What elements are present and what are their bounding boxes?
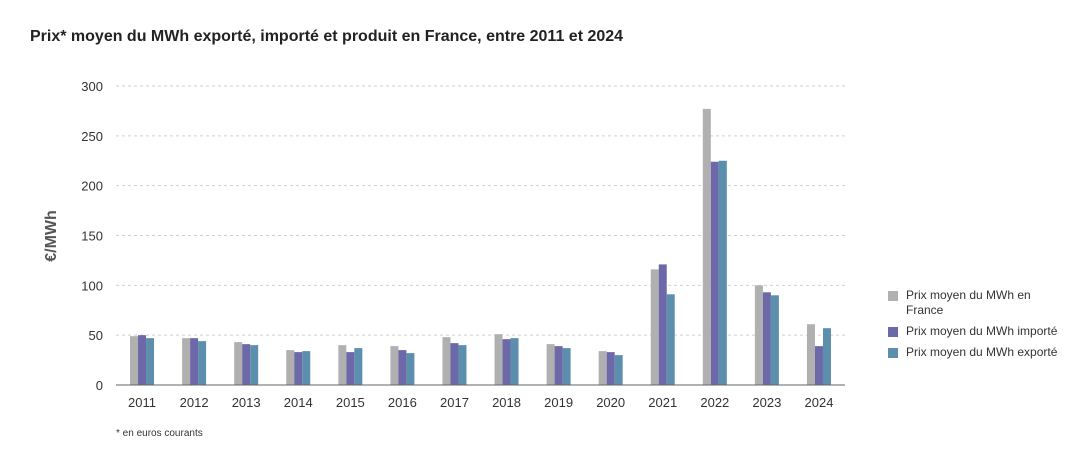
bar [302, 351, 311, 385]
bar [450, 343, 459, 385]
x-tick-label: 2014 [284, 395, 313, 410]
bar [250, 345, 259, 385]
bar [458, 345, 467, 385]
bar [398, 350, 407, 385]
x-tick-label: 2012 [180, 395, 209, 410]
bar [510, 338, 519, 385]
legend-label: Prix moyen du MWh en France [906, 288, 1031, 317]
y-axis-label: €/MWh [43, 210, 60, 262]
legend-item: Prix moyen du MWh exporté [888, 345, 1068, 360]
legend: Prix moyen du MWh en France Prix moyen du… [888, 288, 1068, 366]
bar [242, 344, 251, 385]
bar [806, 324, 815, 385]
bar [442, 337, 451, 385]
x-tick-label: 2015 [336, 395, 365, 410]
tick-labels: 0 50 100 150 200 250 300 2011 2012 2013 2014 2015 20… [81, 79, 833, 410]
x-tick-label: 2020 [596, 395, 625, 410]
x-tick-label: 2017 [440, 395, 469, 410]
y-tick-label: 300 [81, 79, 103, 94]
x-tick-label: 2016 [388, 395, 417, 410]
bar [546, 344, 555, 385]
y-tick-label: 0 [96, 378, 103, 393]
y-tick-label: 100 [81, 278, 103, 293]
bar [814, 346, 823, 385]
bar [710, 161, 719, 385]
bar [658, 264, 667, 385]
bar [650, 269, 659, 385]
bar [702, 108, 711, 385]
x-tick-label: 2021 [648, 395, 677, 410]
bar [494, 334, 503, 385]
x-tick-label: 2019 [544, 395, 573, 410]
legend-label: Prix moyen du MWh exporté [906, 345, 1058, 359]
y-tick-label: 150 [81, 229, 103, 244]
legend-swatch [888, 327, 898, 337]
bar [354, 348, 363, 385]
y-tick-label: 200 [81, 179, 103, 194]
grid-lines [116, 85, 845, 336]
footnote: * en euros courants [116, 428, 203, 439]
bar [770, 295, 779, 385]
bar [234, 342, 243, 385]
bar [146, 338, 155, 385]
bars [130, 108, 831, 385]
legend-swatch [888, 291, 898, 301]
bar [406, 353, 415, 385]
bar [190, 338, 199, 385]
bar [666, 294, 675, 385]
bar [718, 160, 727, 385]
y-tick-label: 250 [81, 129, 103, 144]
bar [346, 352, 355, 385]
bar [598, 351, 607, 385]
x-tick-label: 2023 [752, 395, 781, 410]
x-tick-label: 2018 [492, 395, 521, 410]
bar [130, 336, 139, 385]
bar [554, 346, 563, 385]
legend-swatch [888, 348, 898, 358]
bar [754, 285, 763, 385]
bar [614, 355, 623, 385]
legend-item: Prix moyen du MWh importé [888, 324, 1068, 339]
bar [390, 346, 399, 385]
bar [562, 348, 571, 385]
bar [338, 345, 347, 385]
legend-item: Prix moyen du MWh en France [888, 288, 1068, 318]
bar [286, 350, 295, 385]
bar [294, 352, 303, 385]
y-tick-label: 50 [89, 328, 103, 343]
legend-label: Prix moyen du MWh importé [906, 324, 1058, 338]
x-tick-label: 2013 [232, 395, 261, 410]
bar [606, 352, 615, 385]
chart-title: Prix* moyen du MWh exporté, importé et p… [30, 28, 624, 45]
bar [502, 339, 511, 385]
x-tick-label: 2011 [128, 395, 156, 410]
bar [822, 328, 831, 385]
bar [138, 335, 147, 385]
bar [182, 338, 191, 385]
bar [762, 292, 771, 385]
bar [198, 341, 207, 385]
x-tick-label: 2024 [805, 395, 834, 410]
x-tick-label: 2022 [700, 395, 729, 410]
